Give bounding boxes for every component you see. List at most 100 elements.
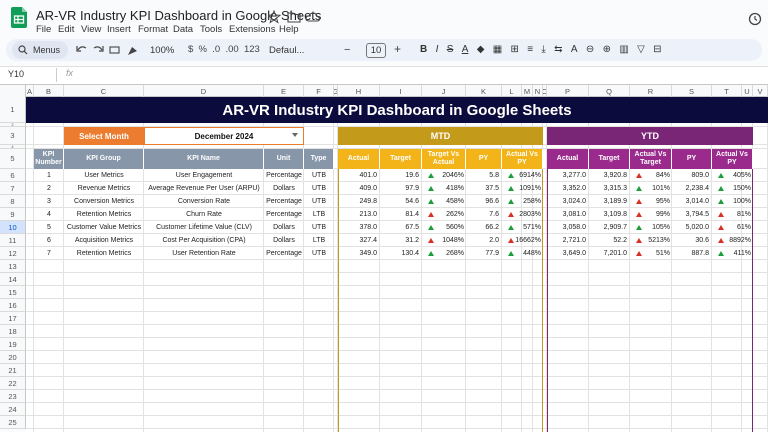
menu-item[interactable]: Edit: [58, 24, 75, 35]
kpi-cell: Conversion Metrics: [74, 198, 134, 205]
trend-arrow: [718, 225, 724, 230]
history-icon[interactable]: [748, 12, 762, 26]
name-box[interactable]: Y10: [8, 69, 25, 79]
kpi-cell: UTB: [312, 198, 326, 205]
trend-arrow: [718, 251, 724, 256]
row-header: 1: [0, 97, 26, 123]
column-header: M: [522, 85, 533, 97]
row-header: 21: [0, 364, 26, 377]
month-dropdown[interactable]: December 2024: [144, 127, 304, 145]
kpi-cell: 1: [47, 172, 51, 179]
edit-tools[interactable]: [76, 43, 141, 57]
kpi-cell: 4: [47, 211, 51, 218]
kpi-cell: Cost Per Acquisition (CPA): [162, 237, 246, 244]
kpi-value: 3,920.8: [603, 172, 627, 179]
kpi-cell: 3: [47, 198, 51, 205]
column-gridline: [546, 97, 547, 432]
section-header: MTD: [338, 127, 543, 145]
column-header: G: [334, 85, 338, 97]
menu-search[interactable]: [12, 41, 68, 59]
row-header: 19: [0, 338, 26, 351]
column-gridline: [421, 97, 422, 432]
sheets-logo[interactable]: [11, 7, 27, 28]
trend-arrow: [508, 212, 514, 217]
column-title: Unit: [264, 149, 304, 169]
row-header: 10: [0, 221, 26, 234]
row-gridline: [26, 415, 768, 416]
text-format-buttons[interactable]: B I S A ◆ ▦ ⊞ ≡ ⤓ ⇆ A ⊖ ⊕ ▥ ▽ ⊟: [420, 44, 662, 55]
menu-item[interactable]: File: [36, 24, 52, 35]
column-header: S: [672, 85, 712, 97]
section-header: YTD: [547, 127, 753, 145]
dashboard-title: AR-VR Industry KPI Dashboard in Google S…: [26, 97, 768, 123]
kpi-value: 2,238.4: [685, 185, 709, 192]
formula-bar: [0, 66, 768, 85]
menu-item[interactable]: Insert: [107, 24, 131, 35]
row-gridline: [26, 285, 768, 286]
kpi-value: 66.2: [485, 224, 499, 231]
kpi-value: 3,352.0: [562, 185, 586, 192]
column-header: Q: [589, 85, 630, 97]
font-size-plus[interactable]: +: [394, 42, 402, 56]
kpi-cell: UTB: [312, 185, 326, 192]
toolbar: [6, 39, 762, 61]
row-gridline: [26, 402, 768, 403]
menu-item[interactable]: Tools: [200, 24, 223, 35]
trend-arrow: [428, 238, 434, 243]
row-header: 23: [0, 390, 26, 403]
column-header: N: [533, 85, 543, 97]
column-gridline: [741, 97, 742, 432]
column-header: E: [264, 85, 304, 97]
kpi-value: 2,909.7: [603, 224, 627, 231]
row-gridline: [26, 181, 768, 182]
column-header: U: [742, 85, 753, 97]
font-size-minus[interactable]: −: [344, 44, 351, 56]
column-header: H: [338, 85, 380, 97]
trend-arrow: [636, 186, 642, 191]
kpi-value: 77.9: [485, 250, 499, 257]
kpi-cell: 6: [47, 237, 51, 244]
menu-item[interactable]: Data: [173, 24, 194, 35]
kpi-value: 30.6: [695, 237, 709, 244]
kpi-cell: User Metrics: [84, 172, 124, 179]
kpi-cell: Percentage: [266, 250, 302, 257]
row-header: 6: [0, 169, 26, 182]
menu-item[interactable]: Help: [279, 24, 299, 35]
menu-item[interactable]: Extensions: [229, 24, 276, 35]
kpi-cell: Customer Lifetime Value (CLV): [156, 224, 252, 231]
row-header: 11: [0, 234, 26, 247]
doc-title[interactable]: AR-VR Industry KPI Dashboard in Google S…: [36, 8, 322, 23]
column-title: KPI Name: [144, 149, 264, 169]
row-header: 3: [0, 127, 26, 145]
kpi-value: 571%: [523, 224, 541, 231]
trend-arrow: [508, 238, 514, 243]
kpi-cell: Percentage: [266, 211, 302, 218]
kpi-value: 150%: [733, 185, 751, 192]
kpi-value: 418%: [446, 185, 464, 192]
kpi-cell: LTB: [312, 237, 326, 244]
trend-arrow: [636, 199, 642, 204]
row-header: 17: [0, 312, 26, 325]
row-gridline: [26, 311, 768, 312]
kpi-cell: UTB: [312, 172, 326, 179]
kpi-cell: Acquisition Metrics: [74, 237, 134, 244]
row-gridline: [26, 148, 768, 149]
column-header: C: [64, 85, 144, 97]
kpi-value: 54.6: [405, 198, 419, 205]
font-size[interactable]: 10: [366, 43, 386, 58]
title-icons[interactable]: [268, 10, 328, 24]
kpi-cell: Revenue Metrics: [77, 185, 131, 192]
menu-item[interactable]: Format: [138, 24, 169, 35]
format-buttons[interactable]: $ % .0 .00 123: [188, 44, 260, 55]
column-gridline: [588, 97, 589, 432]
column-title: PY: [672, 149, 712, 169]
kpi-value: 61%: [736, 224, 751, 231]
zoom[interactable]: 100%: [150, 45, 175, 56]
menu-item[interactable]: View: [81, 24, 102, 35]
kpi-value: 3,058.0: [562, 224, 586, 231]
font-family[interactable]: Defaul...: [269, 45, 305, 56]
kpi-value: 5.8: [489, 172, 499, 179]
row-header: 16: [0, 299, 26, 312]
kpi-value: 411%: [733, 250, 751, 257]
kpi-value: 31.2: [405, 237, 419, 244]
